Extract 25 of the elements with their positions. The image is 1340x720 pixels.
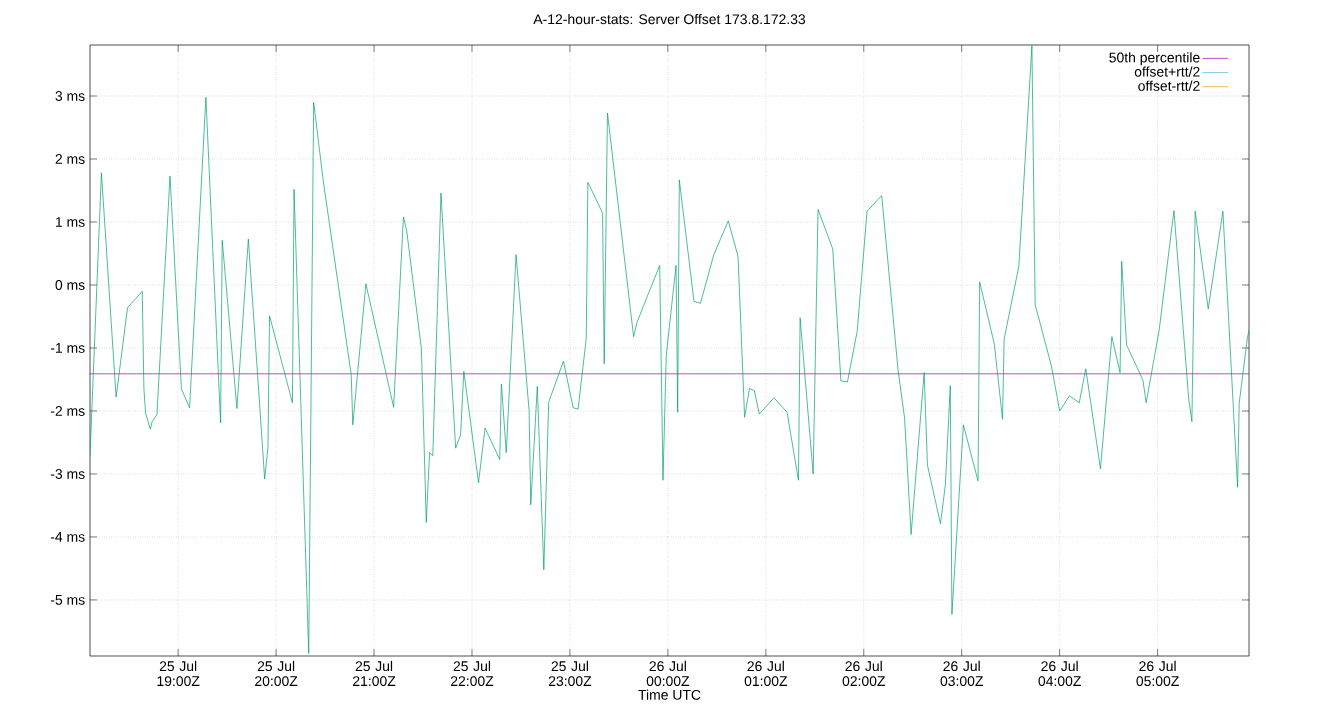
legend-label: 50th percentile bbox=[1109, 52, 1200, 66]
x-tick-label: 26 Jul 01:00Z bbox=[744, 660, 788, 687]
y-tick-label: 1 ms bbox=[55, 217, 85, 227]
x-tick-label: 26 Jul 04:00Z bbox=[1038, 660, 1081, 687]
x-tick-label: 26 Jul 05:00Z bbox=[1136, 660, 1179, 687]
x-tick-label: 26 Jul 00:00Z bbox=[646, 660, 690, 687]
y-tick-label: -1 ms bbox=[50, 343, 85, 353]
x-tick-label: 25 Jul 23:00Z bbox=[548, 660, 592, 687]
y-tick-label: 0 ms bbox=[55, 280, 85, 290]
x-tick-label: 25 Jul 22:00Z bbox=[450, 660, 494, 687]
x-tick-label: 25 Jul 20:00Z bbox=[255, 660, 298, 687]
chart-title: A-12-hour-stats: Server Offset 173.8.172.33 bbox=[533, 13, 806, 25]
legend-label: offset-rtt/2 bbox=[1138, 80, 1200, 91]
legend-label: offset+rtt/2 bbox=[1134, 66, 1200, 77]
x-tick-label: 25 Jul 19:00Z bbox=[157, 660, 200, 687]
y-tick-label: 2 ms bbox=[55, 154, 85, 164]
y-tick-label: -3 ms bbox=[50, 469, 85, 479]
y-tick-label: -4 ms bbox=[50, 532, 85, 542]
y-tick-label: -2 ms bbox=[50, 406, 85, 416]
y-tick-label: 3 ms bbox=[55, 91, 85, 101]
x-tick-label: 26 Jul 03:00Z bbox=[940, 660, 983, 687]
x-tick-label: 26 Jul 02:00Z bbox=[842, 660, 886, 687]
x-tick-label: 25 Jul 21:00Z bbox=[353, 660, 396, 687]
y-tick-label: -5 ms bbox=[50, 595, 85, 605]
x-axis-title: Time UTC bbox=[638, 689, 701, 700]
